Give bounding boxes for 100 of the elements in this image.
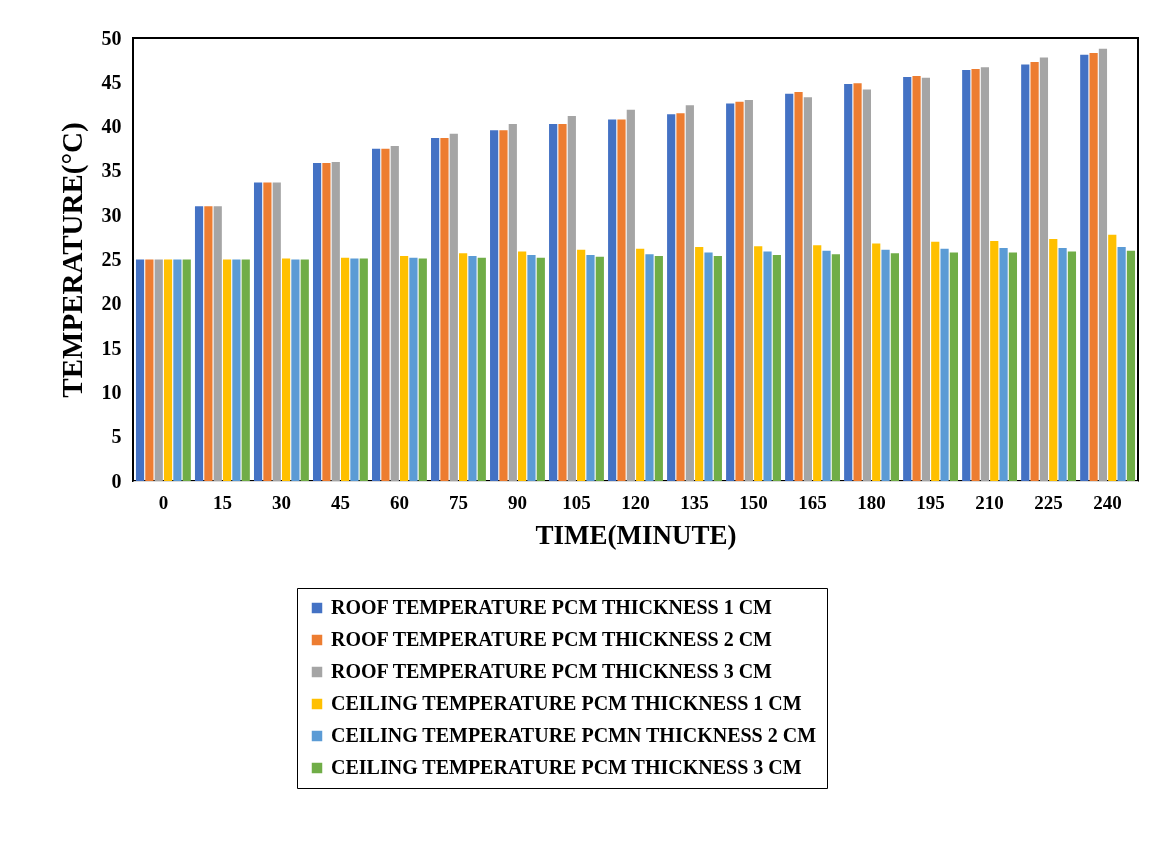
x-tick-label: 195	[916, 491, 945, 513]
y-tick-label: 40	[101, 115, 122, 138]
bar	[1008, 252, 1018, 481]
bar	[536, 257, 545, 481]
x-tick-label: 120	[621, 491, 650, 513]
bar	[527, 255, 536, 481]
bar	[194, 206, 204, 481]
bar	[1049, 239, 1058, 481]
y-tick-label: 35	[101, 159, 122, 182]
bar	[154, 259, 163, 481]
y-tick-label: 25	[101, 248, 122, 270]
bar	[577, 249, 586, 481]
bar	[409, 257, 418, 481]
bar	[163, 259, 173, 481]
bar	[145, 259, 154, 481]
bar	[340, 257, 350, 481]
bar	[468, 255, 477, 481]
bar	[350, 258, 359, 481]
bar	[890, 253, 899, 481]
bar	[754, 246, 763, 481]
y-tick-label: 20	[101, 292, 122, 315]
bar	[844, 84, 853, 481]
bar	[499, 130, 508, 481]
y-tick-label: 30	[101, 203, 122, 226]
bar	[213, 206, 222, 481]
bar	[1126, 250, 1136, 481]
bar	[1117, 247, 1126, 481]
bar	[685, 105, 694, 481]
bar	[549, 123, 558, 481]
bar	[204, 206, 213, 481]
bar	[713, 255, 722, 481]
bar	[794, 92, 803, 481]
bar	[1039, 57, 1049, 481]
legend-label: ROOF TEMPERATURE PCM THICKNESS 2 CM	[331, 628, 773, 650]
bar	[558, 123, 567, 481]
bar	[617, 119, 626, 481]
bar	[862, 89, 871, 481]
bar	[263, 182, 272, 481]
bar	[980, 67, 990, 481]
x-axis-title: TIME(MINUTE)	[535, 519, 737, 550]
bar	[272, 182, 281, 481]
bar	[372, 148, 381, 481]
bar	[872, 243, 881, 481]
bar	[291, 259, 300, 481]
bar	[1030, 61, 1039, 481]
bar	[381, 148, 390, 481]
bar	[232, 259, 241, 481]
bar	[281, 258, 291, 481]
legend-label: CEILING TEMPERATURE PCM THICKNESS 1 CM	[331, 692, 802, 714]
bar	[586, 255, 595, 481]
bar	[704, 252, 713, 481]
bar	[881, 249, 890, 481]
bar	[135, 259, 145, 481]
bar	[1080, 54, 1089, 481]
bar	[595, 256, 604, 481]
bar	[990, 240, 999, 481]
bar	[431, 138, 440, 481]
legend-label: ROOF TEMPERATURE PCM THICKNESS 3 CM	[331, 660, 773, 682]
bar	[459, 253, 468, 481]
bar	[1098, 48, 1108, 481]
bar	[772, 255, 781, 481]
bar	[1108, 234, 1117, 481]
bar	[300, 259, 309, 481]
bar	[676, 113, 685, 481]
x-tick-label: 225	[1034, 491, 1063, 513]
y-tick-label: 5	[111, 425, 122, 448]
legend-label: CEILING TEMPERATURE PCMN THICKNESS 2 CM	[331, 724, 817, 746]
bar	[490, 130, 499, 481]
x-tick-label: 90	[507, 491, 527, 513]
bar	[477, 257, 486, 481]
bar	[626, 109, 635, 481]
bar	[449, 133, 458, 481]
bar	[831, 254, 840, 481]
bar	[803, 97, 812, 481]
bar	[400, 255, 409, 481]
bar	[962, 69, 971, 481]
bar	[173, 259, 182, 481]
bar	[1067, 251, 1077, 481]
y-tick-label: 45	[101, 70, 122, 93]
bar	[608, 119, 617, 481]
bar	[312, 162, 322, 481]
bar	[440, 138, 449, 481]
legend-label: CEILING TEMPERATURE PCM THICKNESS 3 CM	[331, 756, 802, 778]
bar	[222, 259, 232, 481]
bar	[390, 146, 399, 481]
y-tick-label: 10	[101, 380, 122, 403]
bar	[359, 258, 368, 481]
bar	[322, 162, 331, 481]
x-tick-label: 60	[389, 491, 409, 513]
bar	[645, 254, 654, 481]
bar	[971, 69, 980, 481]
x-tick-label: 165	[798, 491, 827, 513]
bar	[949, 252, 959, 481]
bar	[735, 101, 744, 481]
bar	[182, 259, 191, 481]
bar	[999, 247, 1008, 481]
x-tick-label: 0	[158, 491, 169, 513]
y-tick-label: 15	[101, 336, 122, 359]
x-tick-label: 105	[562, 491, 591, 513]
bar	[518, 251, 527, 481]
